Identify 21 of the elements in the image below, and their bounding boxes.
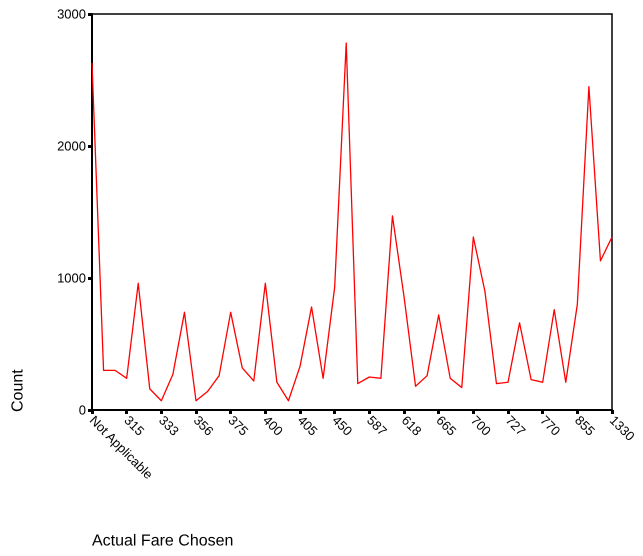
x-tick-label: 700 (468, 412, 494, 439)
y-tick-label: 1000 (57, 270, 86, 286)
x-axis-title: Actual Fare Chosen (92, 532, 234, 550)
y-tick-label: 2000 (57, 138, 86, 154)
x-tick-label: 315 (121, 412, 148, 439)
x-tick-label: 618 (398, 412, 425, 439)
x-tick-label: 333 (156, 412, 182, 439)
y-axis-title: Count (10, 368, 26, 412)
y-tick-label: 0 (78, 402, 86, 418)
x-tick-label: 356 (190, 412, 217, 439)
x-tick-label: 587 (364, 412, 390, 439)
x-tick-label: 665 (433, 412, 460, 439)
x-tick-label: 770 (537, 412, 564, 439)
x-tick-label: 400 (260, 412, 286, 439)
line-series (91, 42, 613, 402)
x-tick-label: 727 (502, 412, 529, 439)
x-tick-label: 375 (225, 412, 252, 439)
x-tick-label: 405 (294, 412, 321, 439)
x-tick-label: 855 (572, 412, 598, 439)
x-tick-label: 450 (329, 412, 356, 439)
y-tick-label: 3000 (57, 6, 86, 22)
